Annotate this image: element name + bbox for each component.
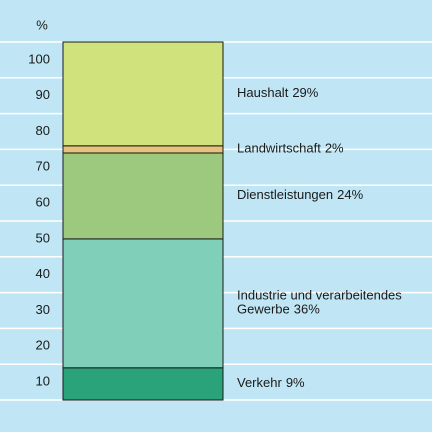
bar-segment — [62, 41, 224, 147]
segment-name: Industrie und verarbeitendes — [237, 288, 402, 303]
segment-label: Landwirtschaft 2% — [237, 141, 344, 156]
y-tick-label: 70 — [36, 159, 50, 174]
segment-name: Landwirtschaft — [237, 141, 321, 156]
y-tick-label: 80 — [36, 123, 50, 138]
bar-segment — [62, 238, 224, 369]
segment-value: 2% — [325, 141, 344, 156]
segment-value: 9% — [286, 375, 305, 390]
segment-name: Verkehr — [237, 375, 282, 390]
y-tick-label: 50 — [36, 230, 50, 245]
segment-value: 29% — [292, 85, 318, 100]
segment-name: Haushalt — [237, 85, 289, 100]
y-tick-label: 60 — [36, 195, 50, 210]
segment-value: 24% — [337, 187, 363, 202]
bar-segment — [62, 367, 224, 401]
y-axis-label: % — [36, 17, 48, 32]
segment-name: Dienstleistungen — [237, 187, 333, 202]
y-tick-label: 90 — [36, 87, 50, 102]
bar-segment — [62, 145, 224, 154]
y-tick-label: 30 — [36, 302, 50, 317]
segment-label: Dienstleistungen 24% — [237, 187, 364, 202]
segment-value: 36% — [294, 302, 320, 317]
segment-name-cont: Gewerbe — [237, 302, 290, 317]
y-tick-label: 20 — [36, 338, 50, 353]
segment-label: Haushalt 29% — [237, 85, 319, 100]
y-tick-label: 40 — [36, 266, 50, 281]
y-tick-label: 100 — [28, 51, 50, 66]
segment-label: Verkehr 9% — [237, 375, 305, 390]
segment-label: Industrie und verarbeitendes Gewerbe 36% — [237, 288, 402, 317]
bar-segment — [62, 152, 224, 240]
y-tick-label: 10 — [36, 374, 50, 389]
